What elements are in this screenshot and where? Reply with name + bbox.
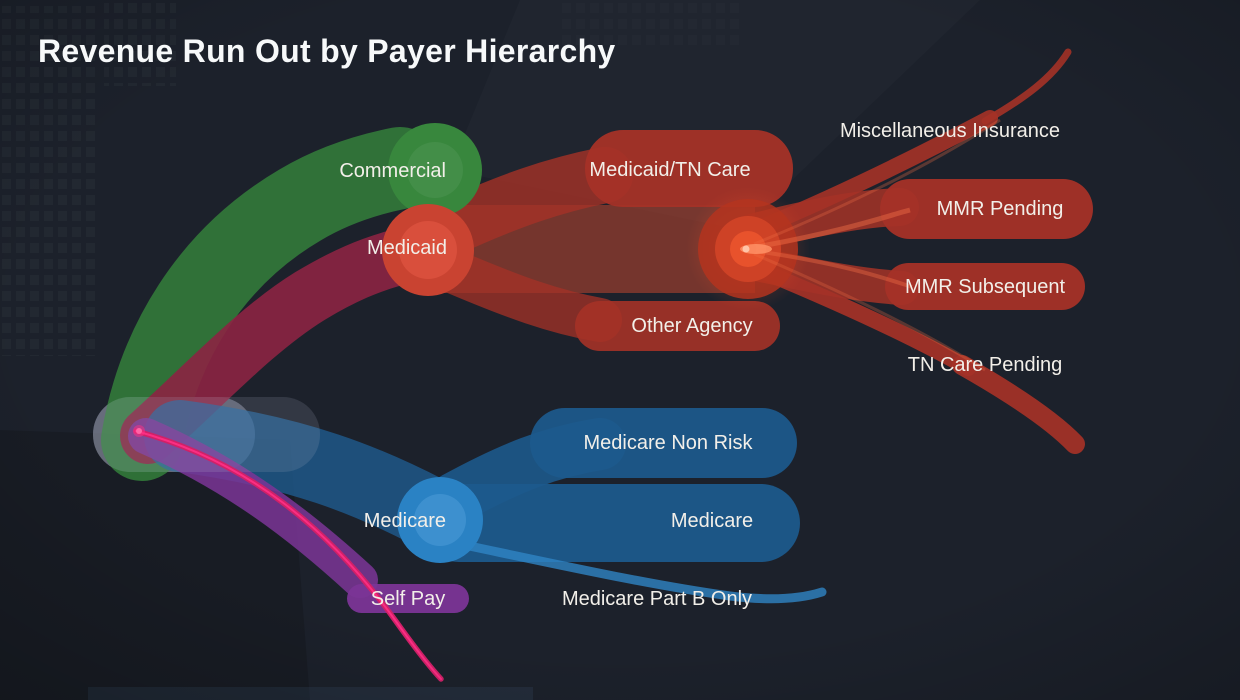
- node-label-other-agency: Other Agency: [631, 315, 752, 337]
- node-label-medicaid: Medicaid: [367, 237, 447, 259]
- chart-title: Revenue Run Out by Payer Hierarchy: [38, 33, 616, 69]
- node-label-medicare-child: Medicare: [671, 510, 753, 532]
- node-label-medicare: Medicare: [364, 510, 446, 532]
- node-label-mmr-pending: MMR Pending: [937, 198, 1064, 220]
- node-label-commercial: Commercial: [339, 160, 446, 182]
- node-label-medicare-part-b-only: Medicare Part B Only: [562, 588, 752, 610]
- node-label-tn-care-pending: TN Care Pending: [908, 354, 1063, 376]
- node-label-miscellaneous-insurance: Miscellaneous Insurance: [840, 120, 1060, 142]
- node-label-medicare-non-risk: Medicare Non Risk: [584, 432, 754, 454]
- node-label-self-pay: Self Pay: [371, 588, 445, 610]
- node-label-mmr-subsequent: MMR Subsequent: [905, 276, 1066, 298]
- node-label-medicaid-tn-care: Medicaid/TN Care: [589, 159, 750, 181]
